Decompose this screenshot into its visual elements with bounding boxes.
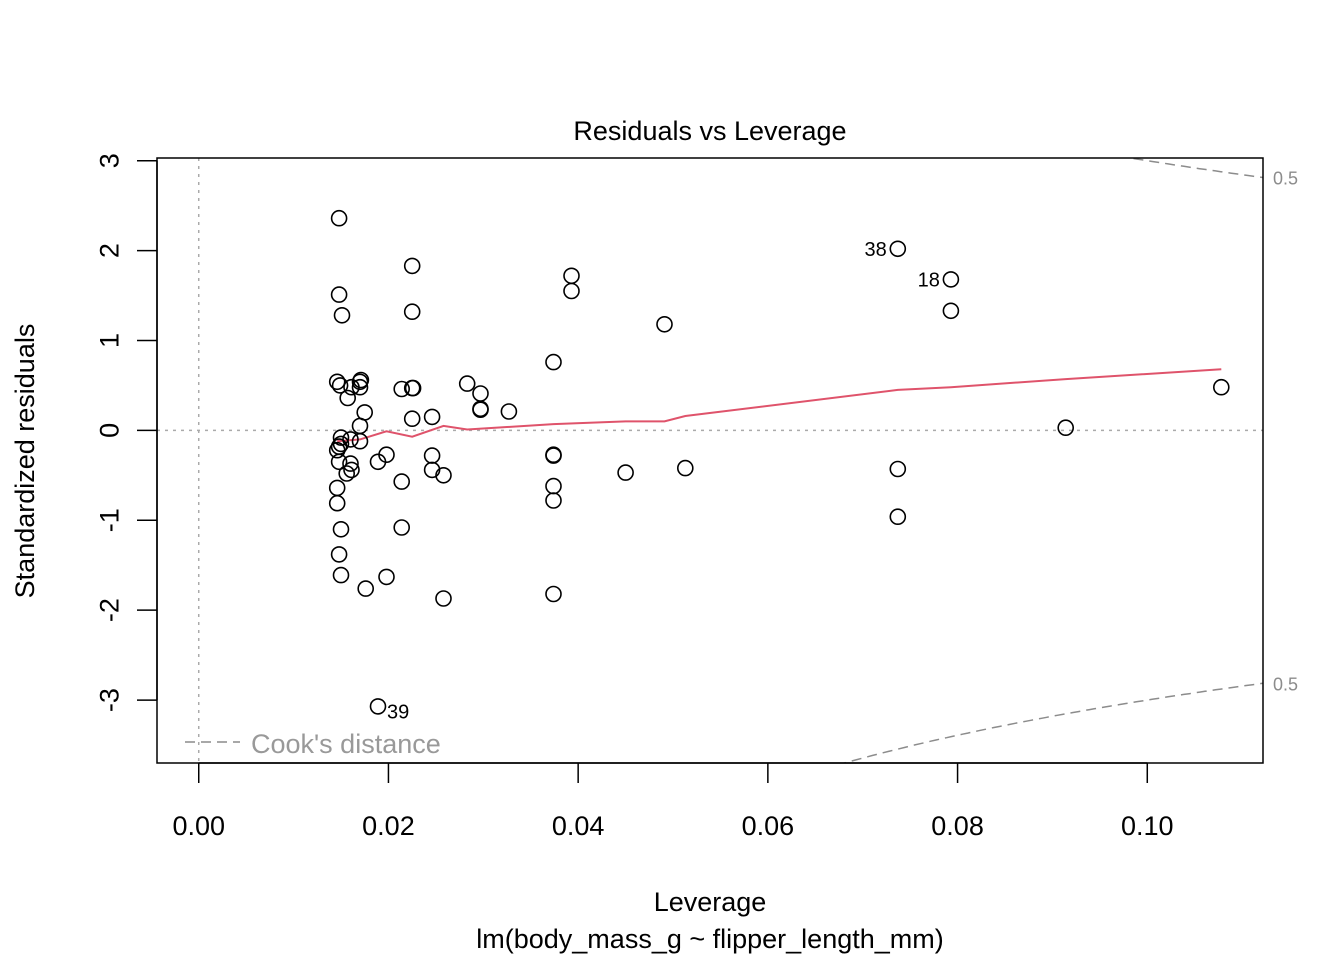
data-point bbox=[357, 580, 375, 597]
y-tick-label: 2 bbox=[94, 243, 124, 258]
data-point bbox=[332, 435, 350, 453]
data-point bbox=[403, 303, 421, 321]
data-point bbox=[403, 257, 421, 275]
x-tick-label: 0.00 bbox=[172, 811, 225, 841]
data-point bbox=[328, 494, 346, 512]
data-point bbox=[378, 446, 395, 464]
data-point bbox=[330, 546, 348, 563]
data-point bbox=[331, 377, 349, 394]
x-axis: 0.00 0.02 0.04 0.06 0.08 0.10 bbox=[172, 762, 1174, 841]
data-point bbox=[435, 466, 452, 484]
x-tick-label: 0.04 bbox=[552, 811, 605, 841]
legend: Cook's distance bbox=[185, 729, 441, 759]
data-point bbox=[328, 479, 346, 497]
data-point bbox=[563, 267, 580, 285]
data-point bbox=[404, 379, 422, 397]
data-point bbox=[330, 209, 348, 227]
data-point bbox=[343, 461, 360, 479]
data-point bbox=[423, 447, 441, 464]
data-point bbox=[330, 286, 348, 303]
data-point bbox=[351, 432, 369, 450]
y-axis-title: Standardized residuals bbox=[10, 324, 40, 599]
cooks-level-label-lower: 0.5 bbox=[1273, 674, 1298, 694]
data-point bbox=[545, 492, 562, 509]
x-tick-label: 0.08 bbox=[931, 811, 984, 841]
data-point bbox=[942, 302, 960, 320]
data-point bbox=[338, 465, 356, 482]
data-point bbox=[332, 520, 350, 538]
data-point bbox=[889, 508, 907, 526]
data-points bbox=[328, 209, 1230, 715]
cooks-curve-upper bbox=[1125, 158, 1263, 179]
data-point-labeled bbox=[889, 240, 907, 258]
legend-label: Cook's distance bbox=[251, 729, 441, 759]
data-point bbox=[472, 401, 489, 419]
data-point bbox=[351, 417, 369, 435]
data-point bbox=[393, 473, 411, 490]
data-point-labeled bbox=[369, 698, 387, 715]
y-tick-label: -1 bbox=[94, 508, 124, 532]
data-point bbox=[545, 477, 562, 495]
data-point-labeled bbox=[942, 271, 960, 288]
x-tick-label: 0.06 bbox=[742, 811, 795, 841]
chart-title: Residuals vs Leverage bbox=[573, 116, 846, 146]
data-point bbox=[1057, 419, 1074, 437]
data-point bbox=[500, 403, 518, 420]
point-id-label: 39 bbox=[387, 701, 409, 723]
plot-frame bbox=[156, 157, 1264, 764]
data-point bbox=[328, 373, 346, 391]
data-point bbox=[472, 385, 489, 402]
y-tick-label: 3 bbox=[94, 153, 124, 168]
smoother-line-group bbox=[337, 368, 1222, 443]
data-point bbox=[423, 408, 441, 426]
data-point bbox=[333, 306, 351, 324]
data-point bbox=[545, 447, 562, 464]
point-labels: 38 18 39 bbox=[387, 239, 940, 724]
data-point bbox=[1213, 378, 1230, 396]
data-point bbox=[351, 378, 369, 396]
x-tick-label: 0.10 bbox=[1121, 811, 1174, 841]
y-tick-label: -2 bbox=[94, 598, 124, 622]
data-point bbox=[332, 566, 350, 584]
data-point bbox=[403, 410, 421, 428]
data-point bbox=[393, 380, 411, 398]
data-point bbox=[339, 389, 357, 407]
x-axis-subtitle: lm(body_mass_g ~ flipper_length_mm) bbox=[476, 924, 943, 954]
point-id-label: 18 bbox=[918, 269, 940, 291]
data-point bbox=[393, 519, 411, 536]
y-tick-label: -3 bbox=[94, 688, 124, 712]
data-point bbox=[545, 353, 562, 371]
data-point bbox=[378, 568, 395, 586]
cooks-curve-lower bbox=[841, 682, 1263, 763]
data-point bbox=[423, 461, 441, 479]
data-point bbox=[342, 455, 359, 472]
data-point bbox=[889, 460, 907, 478]
data-point bbox=[351, 373, 369, 391]
data-point bbox=[330, 453, 348, 471]
x-tick-label: 0.02 bbox=[362, 811, 415, 841]
y-axis: 3 2 1 0 -1 -2 -3 bbox=[94, 153, 158, 712]
data-point bbox=[435, 590, 452, 607]
reference-lines bbox=[157, 158, 1263, 763]
point-id-label: 38 bbox=[865, 239, 887, 261]
data-point bbox=[458, 375, 476, 392]
data-point bbox=[656, 315, 673, 333]
y-tick-label: 0 bbox=[94, 423, 124, 438]
data-point bbox=[563, 282, 580, 300]
data-point bbox=[617, 464, 634, 481]
cooks-distance-labels: 0.5 0.5 bbox=[1273, 169, 1298, 695]
data-point bbox=[676, 459, 694, 477]
x-axis-title: Leverage bbox=[654, 887, 767, 917]
cooks-distance-curves bbox=[841, 158, 1263, 763]
cooks-level-label-upper: 0.5 bbox=[1273, 169, 1298, 189]
smoother-line bbox=[337, 368, 1222, 443]
data-point bbox=[332, 429, 350, 446]
y-tick-label: 1 bbox=[94, 333, 124, 348]
data-point bbox=[545, 585, 562, 603]
